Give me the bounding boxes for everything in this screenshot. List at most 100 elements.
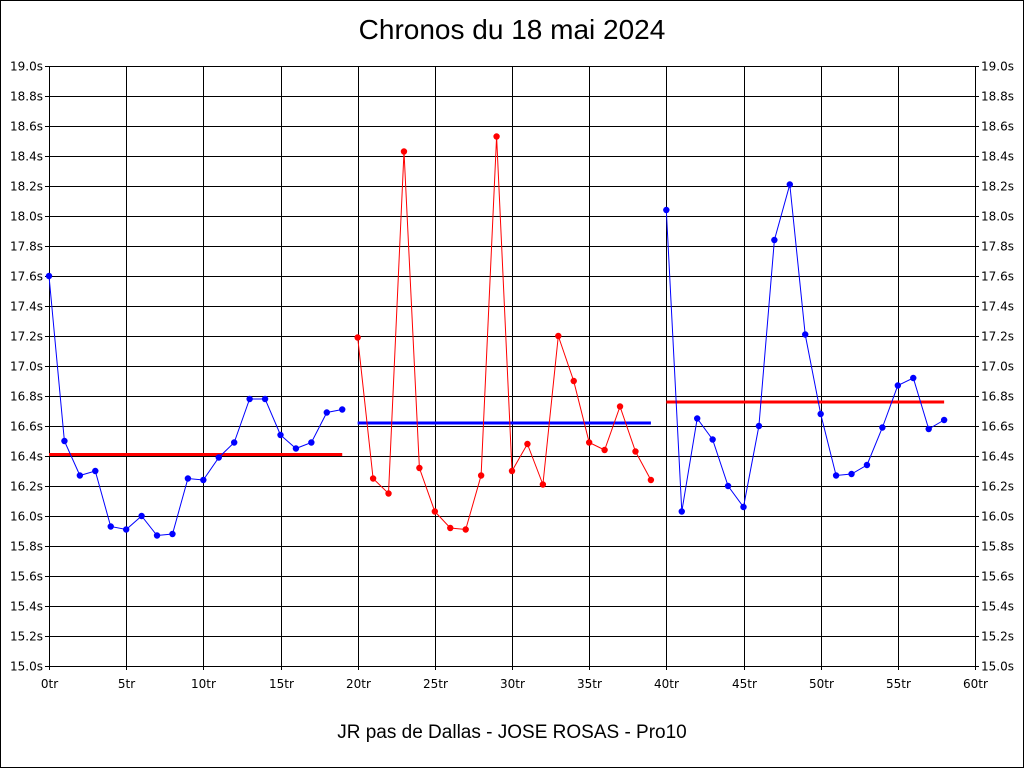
y-tick-label-right: 18.8s xyxy=(981,90,1014,104)
data-point xyxy=(832,472,840,479)
data-point xyxy=(462,526,469,533)
data-point xyxy=(910,374,917,382)
data-point xyxy=(92,467,99,475)
y-tick-label-left: 15.4s xyxy=(10,600,43,614)
data-point xyxy=(585,439,593,446)
data-point xyxy=(477,472,485,479)
y-tick-label-left: 19.0s xyxy=(10,60,43,74)
x-tick-label: 15tr xyxy=(269,677,294,691)
y-tick-label-right: 17.6s xyxy=(981,270,1014,284)
data-point xyxy=(76,472,84,479)
data-point xyxy=(508,467,516,475)
y-tick-label-right: 15.0s xyxy=(981,660,1014,674)
x-tick-label: 30tr xyxy=(500,677,525,691)
data-point xyxy=(802,331,809,338)
data-point xyxy=(539,481,547,488)
data-point xyxy=(261,395,269,403)
data-point xyxy=(740,503,747,511)
y-tick-label-left: 17.8s xyxy=(10,240,43,254)
x-tick-label: 45tr xyxy=(732,677,757,691)
y-tick-label-right: 17.4s xyxy=(981,300,1014,314)
data-point xyxy=(308,439,315,446)
y-tick-label-right: 18.2s xyxy=(981,180,1014,194)
y-tick-label-left: 15.2s xyxy=(10,630,43,644)
plot-border xyxy=(49,66,976,667)
x-tick-label: 40tr xyxy=(654,677,679,691)
series-line xyxy=(48,275,343,537)
data-point xyxy=(169,530,176,538)
y-tick-label-left: 16.8s xyxy=(10,390,43,404)
data-point xyxy=(555,332,562,340)
y-tick-label-left: 16.0s xyxy=(10,510,43,524)
data-point xyxy=(647,476,655,484)
data-point xyxy=(524,440,531,448)
data-point xyxy=(663,206,670,214)
y-tick-label-right: 15.2s xyxy=(981,630,1014,644)
chart-subtitle: JR pas de Dallas - JOSE ROSAS - Pro10 xyxy=(337,722,687,743)
y-tick-label-right: 16.2s xyxy=(981,480,1014,494)
data-point xyxy=(755,422,763,430)
y-tick-label-right: 17.0s xyxy=(981,360,1014,374)
y-tick-label-left: 18.0s xyxy=(10,210,43,224)
data-point xyxy=(632,448,639,455)
data-point xyxy=(848,470,855,478)
data-point xyxy=(400,148,408,155)
y-tick-label-right: 18.4s xyxy=(981,150,1014,164)
y-tick-label-right: 15.6s xyxy=(981,570,1014,584)
y-tick-label-right: 19.0s xyxy=(981,60,1014,74)
data-point xyxy=(246,395,253,403)
x-tick-label: 10tr xyxy=(191,677,216,691)
y-tick-label-left: 15.8s xyxy=(10,540,43,554)
y-tick-label-right: 15.8s xyxy=(981,540,1014,554)
data-point xyxy=(709,436,716,443)
data-point xyxy=(724,482,732,490)
data-point xyxy=(416,464,423,472)
data-point xyxy=(894,382,902,389)
data-point xyxy=(200,476,207,484)
data-point xyxy=(940,416,948,424)
x-tick-label: 55tr xyxy=(886,677,911,691)
data-point xyxy=(122,526,130,533)
y-tick-label-left: 18.2s xyxy=(10,180,43,194)
y-tick-label-left: 17.6s xyxy=(10,270,43,284)
data-point xyxy=(138,512,145,520)
data-point xyxy=(771,236,778,244)
data-point xyxy=(107,523,114,530)
data-point xyxy=(369,475,377,482)
y-tick-label-left: 17.4s xyxy=(10,300,43,314)
y-tick-label-left: 15.6s xyxy=(10,570,43,584)
y-tick-label-left: 18.6s xyxy=(10,120,43,134)
x-tick-label: 35tr xyxy=(577,677,602,691)
y-tick-label-left: 15.0s xyxy=(10,660,43,674)
data-point xyxy=(786,181,793,188)
data-point xyxy=(323,409,330,416)
data-point xyxy=(231,439,238,446)
y-tick-label-right: 18.0s xyxy=(981,210,1014,224)
data-point xyxy=(339,406,346,413)
data-point xyxy=(601,446,608,454)
x-tick-label: 0tr xyxy=(41,677,58,691)
y-tick-label-right: 17.8s xyxy=(981,240,1014,254)
x-tick-label: 5tr xyxy=(118,677,135,691)
y-tick-label-left: 17.0s xyxy=(10,360,43,374)
data-point xyxy=(925,425,932,433)
y-tick-label-left: 16.2s xyxy=(10,480,43,494)
data-point xyxy=(863,461,871,469)
chart-title: Chronos du 18 mai 2024 xyxy=(358,14,666,45)
data-point xyxy=(431,508,439,515)
y-tick-label-left: 17.2s xyxy=(10,330,43,344)
y-tick-label-left: 18.8s xyxy=(10,90,43,104)
y-tick-label-right: 16.6s xyxy=(981,420,1014,434)
data-point xyxy=(570,377,577,385)
data-point xyxy=(292,445,300,452)
data-point xyxy=(616,403,624,410)
x-tick-label: 50tr xyxy=(809,677,834,691)
data-point xyxy=(493,133,500,140)
y-tick-label-left: 16.6s xyxy=(10,420,43,434)
y-tick-label-right: 16.4s xyxy=(981,450,1014,464)
data-point xyxy=(215,454,222,461)
data-point xyxy=(694,415,701,422)
data-point xyxy=(817,410,824,418)
y-tick-label-left: 16.4s xyxy=(10,450,43,464)
